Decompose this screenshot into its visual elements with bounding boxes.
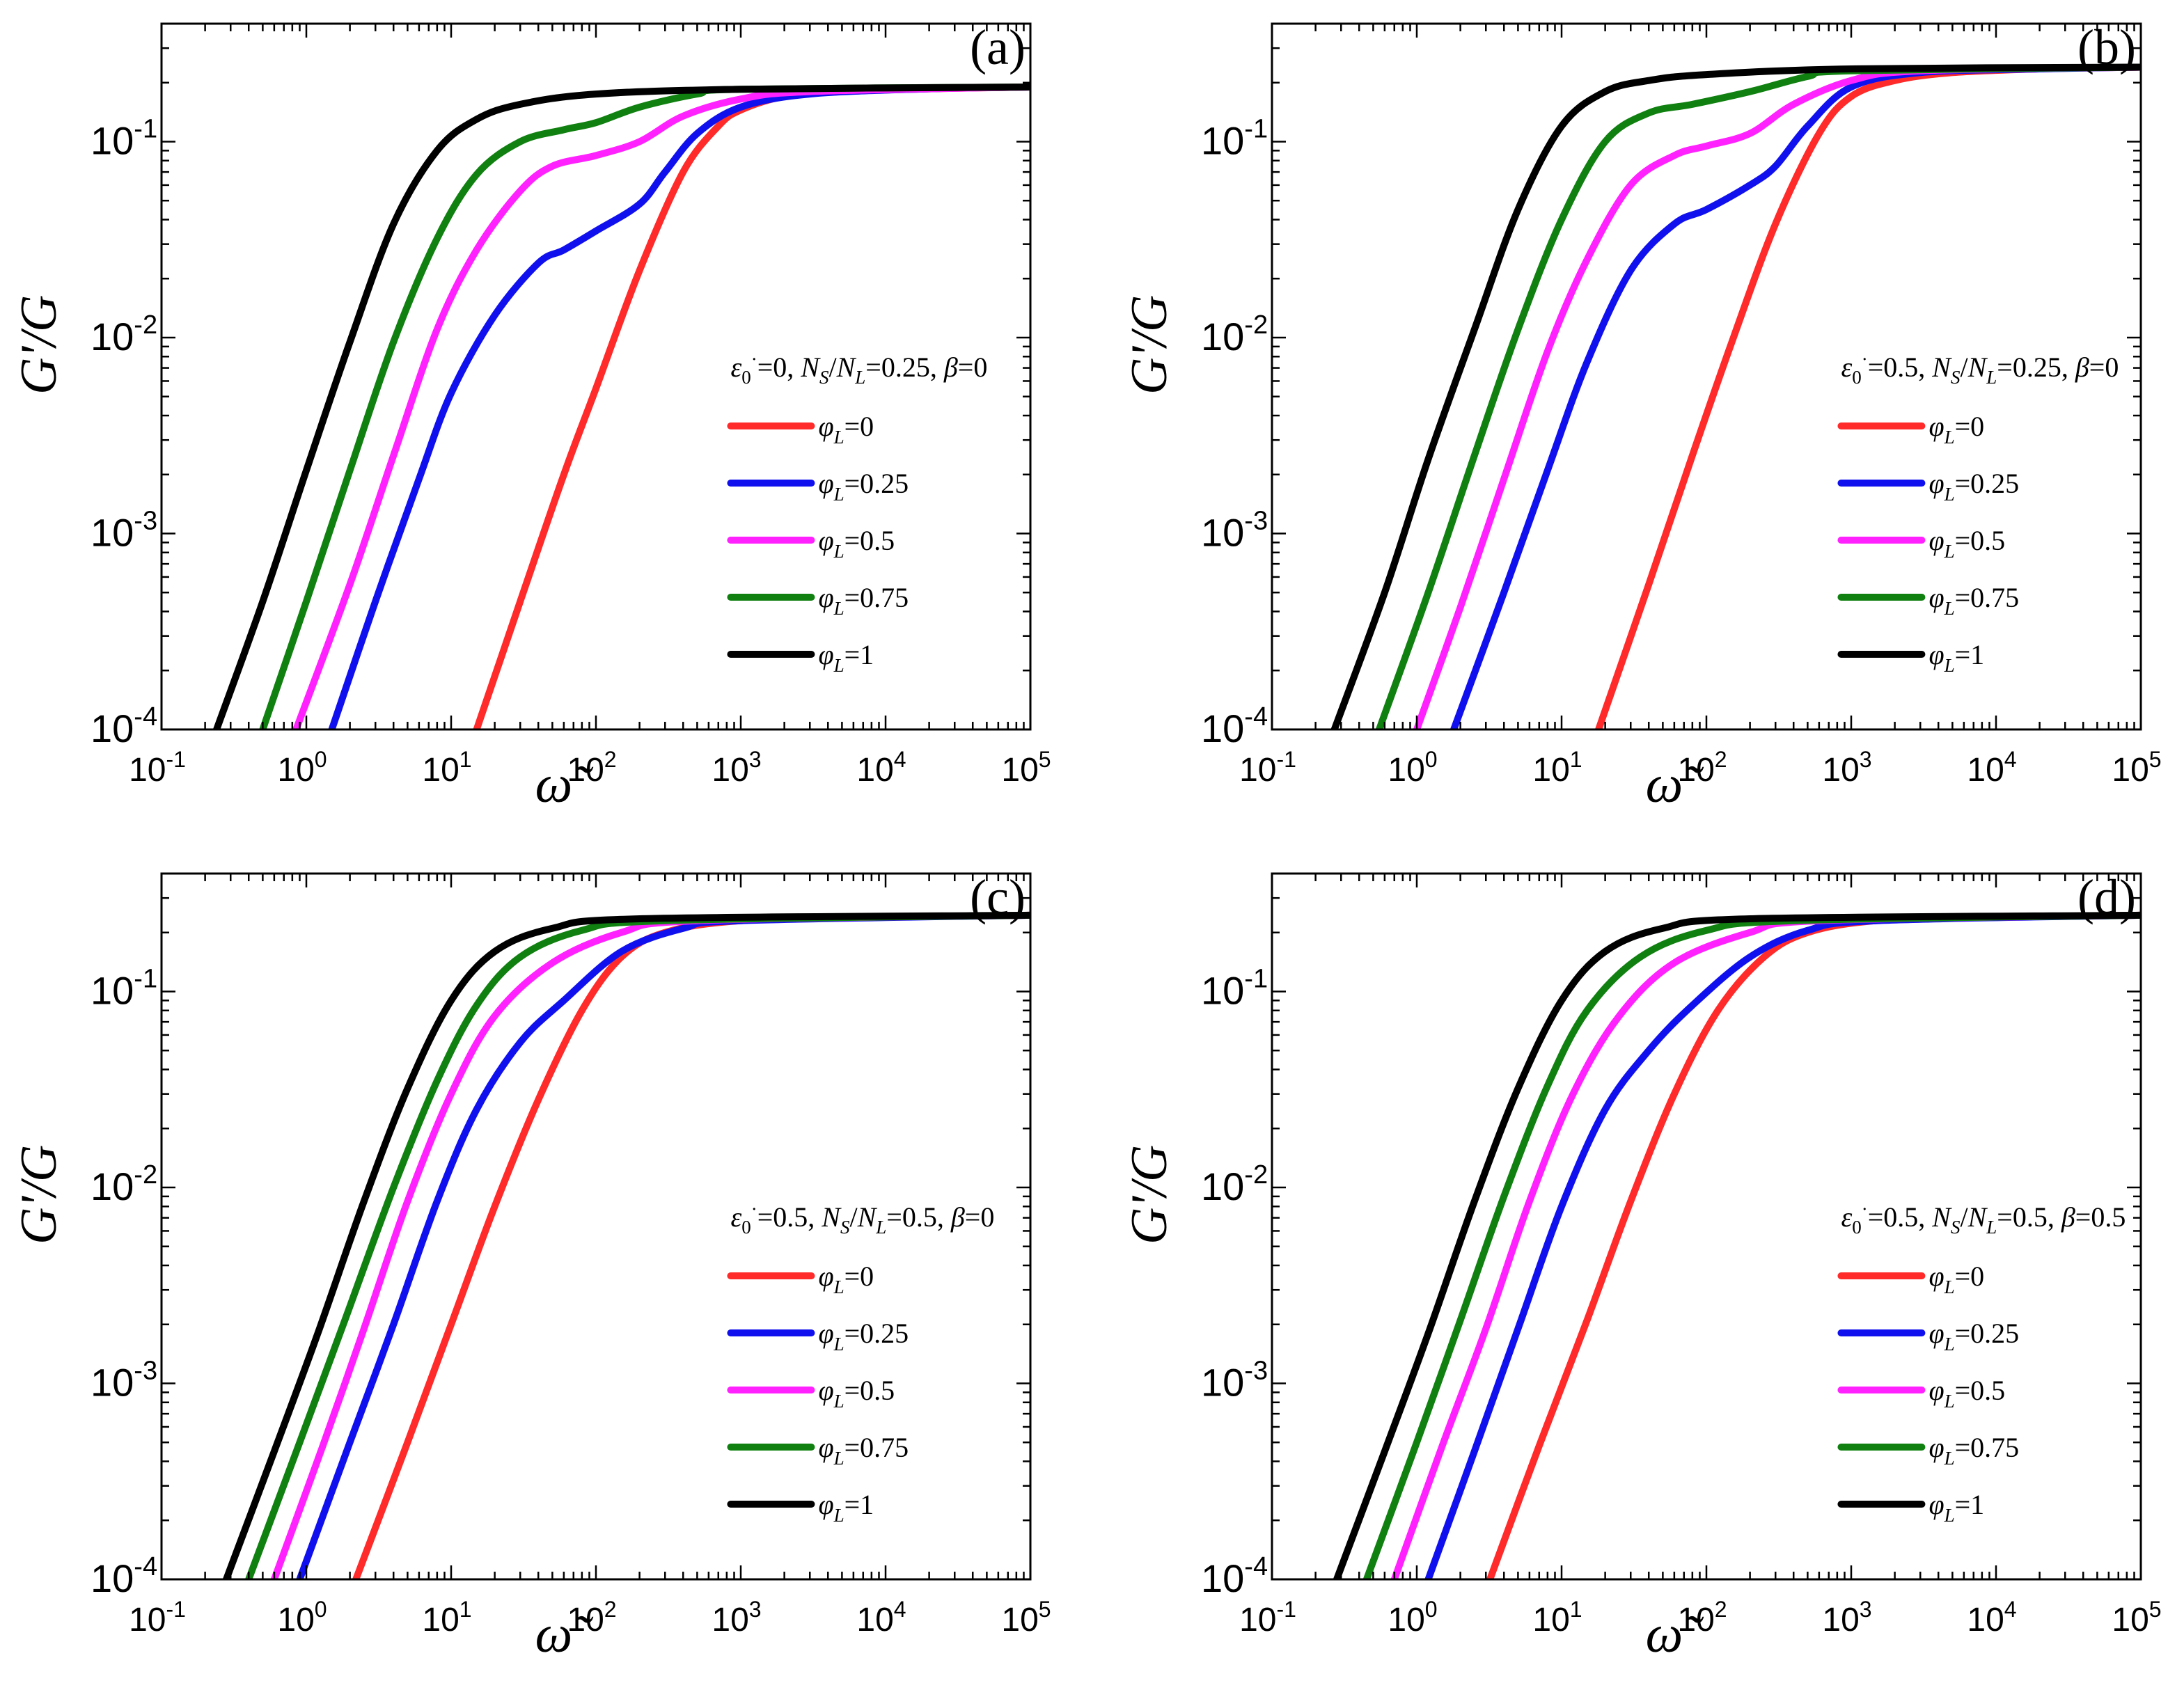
y-tick-label: 10-1 xyxy=(91,114,157,162)
x-tick-label: 10-1 xyxy=(129,1597,186,1638)
panel-label: (a) xyxy=(970,19,1026,75)
y-tick-label: 10-1 xyxy=(1201,114,1268,162)
legend-label-phi-0.5: φL=0.5 xyxy=(1928,1375,2005,1412)
legend: φL=0 φL=0.25 φL=0.5 φL=0.75 φL=1 xyxy=(1837,411,2019,676)
x-tick-label: 102 xyxy=(1677,1597,1727,1638)
y-tick-label: 10-1 xyxy=(1201,964,1268,1012)
axis-ticks xyxy=(1271,22,2142,731)
x-tick-label: 102 xyxy=(567,1597,616,1638)
y-tick-label: 10-2 xyxy=(91,1160,157,1208)
x-tick-label: 105 xyxy=(2112,747,2161,789)
legend-label-phi-1: φL=1 xyxy=(818,639,874,676)
panel-label: (c) xyxy=(970,869,1026,925)
y-tick-label: 10-2 xyxy=(91,310,157,358)
series-line-phi-0.5 xyxy=(292,84,1030,729)
x-tick-label: 103 xyxy=(1822,1597,1871,1638)
parameter-annotation: ε0·=0, NS/NL=0.25, β=0 xyxy=(730,349,987,388)
y-tick-label: 10-3 xyxy=(91,506,157,554)
x-tick-label: 102 xyxy=(567,747,616,789)
y-tick-label: 10-2 xyxy=(1201,310,1268,358)
legend: φL=0 φL=0.25 φL=0.5 φL=0.75 φL=1 xyxy=(727,411,909,676)
x-tick-label: 101 xyxy=(1532,747,1582,789)
legend-label-phi-1: φL=1 xyxy=(1928,1489,1984,1526)
y-tick-label: 10-4 xyxy=(1201,1552,1268,1600)
y-tick-label: 10-3 xyxy=(91,1356,157,1404)
x-tick-label: 103 xyxy=(1822,747,1871,789)
series-line-phi-0.5 xyxy=(1413,63,2141,729)
legend: φL=0 φL=0.25 φL=0.5 φL=0.75 φL=1 xyxy=(727,1261,909,1526)
legend-label-phi-1: φL=1 xyxy=(818,1489,874,1526)
x-tick-label: 101 xyxy=(1532,1597,1582,1638)
legend-label-phi-0: φL=0 xyxy=(818,1261,874,1297)
x-tick-label: 100 xyxy=(1388,1597,1437,1638)
chart-panel-b: 10-1 100 101 102 103 104 10510-410-310-210-1ω̃… xyxy=(1121,19,2162,814)
chart-panel-c: 10-1 100 101 102 103 104 10510-410-310-210-1ω̃… xyxy=(10,869,1051,1664)
y-tick-label: 10-4 xyxy=(91,702,157,750)
series-group xyxy=(1330,63,2141,729)
legend-label-phi-0.75: φL=0.75 xyxy=(1928,582,2019,619)
x-tick-label: 100 xyxy=(277,747,327,789)
panel-label: (b) xyxy=(2077,19,2136,75)
legend-label-phi-0.5: φL=0.5 xyxy=(818,525,895,562)
y-tick-label: 10-3 xyxy=(1201,1356,1268,1404)
parameter-annotation: ε0·=0.5, NS/NL=0.5, β=0.5 xyxy=(1841,1199,2126,1238)
y-tick-label: 10-4 xyxy=(91,1552,157,1600)
legend-label-phi-0.75: φL=0.75 xyxy=(818,582,909,619)
chart-panel-d: 10-1 100 101 102 103 104 10510-410-310-210-1ω̃… xyxy=(1121,869,2162,1664)
x-tick-label: 105 xyxy=(1001,747,1051,789)
legend-label-phi-0.5: φL=0.5 xyxy=(818,1375,895,1412)
y-tick-label: 10-4 xyxy=(1201,702,1268,750)
series-group xyxy=(1333,911,2141,1579)
legend-label-phi-1: φL=1 xyxy=(1928,639,1984,676)
legend-label-phi-0.25: φL=0.25 xyxy=(1928,468,2019,505)
parameter-annotation: ε0·=0.5, NS/NL=0.25, β=0 xyxy=(1841,349,2119,388)
series-group xyxy=(223,911,1030,1579)
x-tick-label: 10-1 xyxy=(1239,747,1296,789)
y-tick-label: 10-1 xyxy=(91,964,157,1012)
y-axis-label: G'/G xyxy=(1121,1145,1178,1245)
x-tick-label: 105 xyxy=(1001,1597,1051,1638)
y-axis-label: G'/G xyxy=(1121,295,1178,395)
legend-label-phi-0: φL=0 xyxy=(818,411,874,448)
x-tick-label: 105 xyxy=(2112,1597,2161,1638)
axis-ticks xyxy=(160,22,1032,731)
chart-panel-a: 10-1 100 101 102 103 104 10510-410-310-210-1ω̃… xyxy=(10,19,1051,814)
x-tick-label: 104 xyxy=(1967,747,2016,789)
series-line-phi-1 xyxy=(213,84,1030,729)
axis-ticks xyxy=(1271,872,2142,1581)
x-tick-label: 10-1 xyxy=(129,747,186,789)
series-line-phi-1 xyxy=(1330,63,2141,729)
x-tick-label: 102 xyxy=(1677,747,1727,789)
x-tick-label: 104 xyxy=(856,1597,906,1638)
x-tick-label: 100 xyxy=(277,1597,327,1638)
x-tick-label: 104 xyxy=(1967,1597,2016,1638)
x-tick-label: 100 xyxy=(1388,747,1437,789)
y-tick-label: 10-2 xyxy=(1201,1160,1268,1208)
y-axis-label: G'/G xyxy=(10,295,68,395)
panel-label: (d) xyxy=(2077,869,2136,925)
x-tick-label: 104 xyxy=(856,747,906,789)
legend-label-phi-0.75: φL=0.75 xyxy=(1928,1432,2019,1469)
x-tick-label: 101 xyxy=(422,747,471,789)
legend-label-phi-0.5: φL=0.5 xyxy=(1928,525,2005,562)
series-line-phi-1 xyxy=(1333,911,2141,1579)
parameter-annotation: ε0·=0.5, NS/NL=0.5, β=0 xyxy=(730,1199,994,1238)
legend-label-phi-0.25: φL=0.25 xyxy=(818,1318,909,1355)
x-tick-label: 101 xyxy=(422,1597,471,1638)
legend-label-phi-0: φL=0 xyxy=(1928,411,1984,448)
y-axis-label: G'/G xyxy=(10,1145,68,1245)
x-tick-label: 103 xyxy=(712,1597,761,1638)
legend-label-phi-0.25: φL=0.25 xyxy=(818,468,909,505)
x-tick-label: 103 xyxy=(712,747,761,789)
y-tick-label: 10-3 xyxy=(1201,506,1268,554)
legend-label-phi-0: φL=0 xyxy=(1928,1261,1984,1297)
x-tick-label: 10-1 xyxy=(1239,1597,1296,1638)
legend: φL=0 φL=0.25 φL=0.5 φL=0.75 φL=1 xyxy=(1837,1261,2019,1526)
series-line-phi-1 xyxy=(223,911,1030,1579)
legend-label-phi-0.25: φL=0.25 xyxy=(1928,1318,2019,1355)
series-group xyxy=(213,84,1030,729)
legend-label-phi-0.75: φL=0.75 xyxy=(818,1432,909,1469)
axis-ticks xyxy=(160,872,1032,1581)
